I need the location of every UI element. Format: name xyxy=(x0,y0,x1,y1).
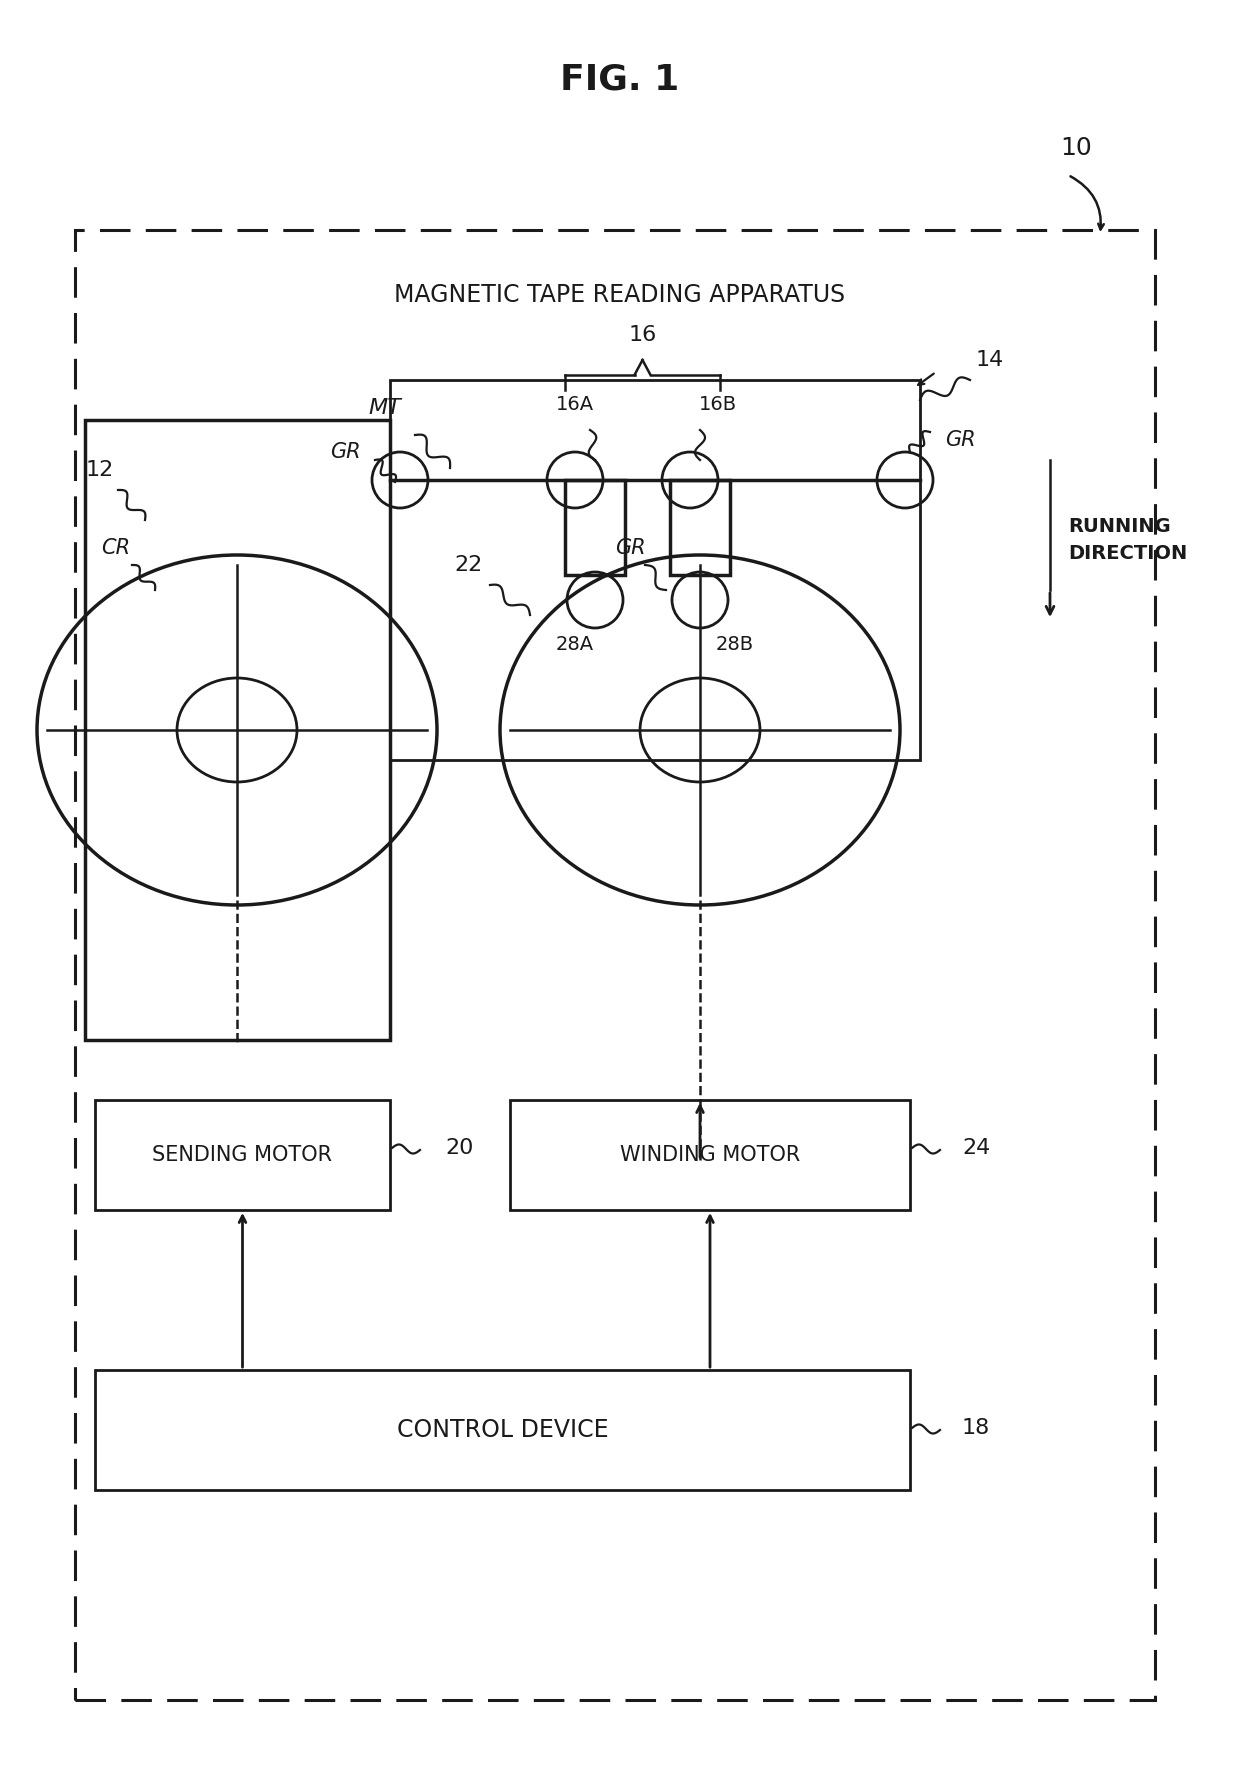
Text: MAGNETIC TAPE READING APPARATUS: MAGNETIC TAPE READING APPARATUS xyxy=(394,282,846,307)
Text: FIG. 1: FIG. 1 xyxy=(560,62,680,98)
Bar xyxy=(670,480,730,575)
Text: 16: 16 xyxy=(629,325,657,345)
Bar xyxy=(95,1099,391,1209)
Bar xyxy=(510,1099,910,1209)
Text: RUNNING
DIRECTION: RUNNING DIRECTION xyxy=(1068,517,1187,563)
Text: 16B: 16B xyxy=(699,396,737,414)
Text: GR: GR xyxy=(615,538,645,558)
Text: MT: MT xyxy=(368,398,402,417)
Text: GR: GR xyxy=(945,430,976,449)
Text: 28B: 28B xyxy=(715,636,754,655)
Bar xyxy=(95,1369,910,1490)
Text: 28A: 28A xyxy=(556,636,594,655)
Text: 14: 14 xyxy=(976,350,1004,369)
Text: SENDING MOTOR: SENDING MOTOR xyxy=(153,1146,332,1165)
Text: GR: GR xyxy=(330,442,361,462)
Bar xyxy=(86,419,391,1041)
Text: 22: 22 xyxy=(454,554,482,575)
Text: 12: 12 xyxy=(86,460,114,480)
Bar xyxy=(74,231,1154,1700)
Bar xyxy=(391,380,920,760)
Text: CR: CR xyxy=(102,538,130,558)
Text: 10: 10 xyxy=(1060,137,1091,160)
Text: CONTROL DEVICE: CONTROL DEVICE xyxy=(397,1417,609,1442)
Text: 18: 18 xyxy=(962,1417,991,1439)
Text: 24: 24 xyxy=(962,1138,991,1158)
Text: WINDING MOTOR: WINDING MOTOR xyxy=(620,1146,800,1165)
Bar xyxy=(565,480,625,575)
Text: 16A: 16A xyxy=(556,396,594,414)
Text: 20: 20 xyxy=(445,1138,474,1158)
